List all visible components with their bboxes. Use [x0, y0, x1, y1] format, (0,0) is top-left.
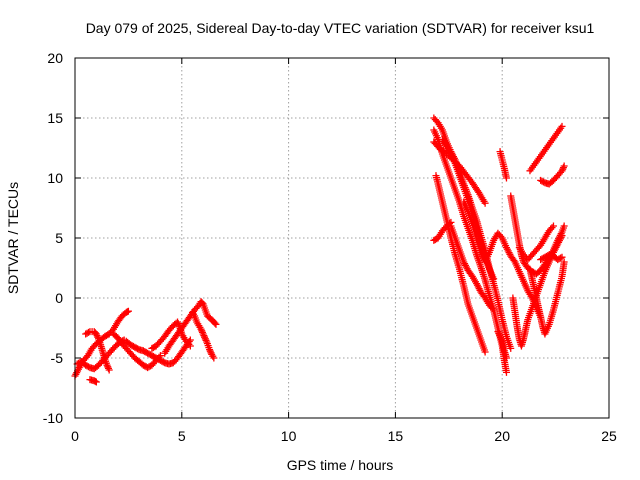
- data-point: [481, 348, 489, 356]
- x-axis-ticks: 0 5 10 15 20 25: [71, 58, 617, 444]
- data-point: [200, 332, 208, 340]
- data-point: [557, 254, 565, 262]
- series-late-13: [537, 162, 568, 188]
- data-point: [502, 174, 510, 182]
- data-point: [560, 162, 568, 170]
- data-point: [549, 222, 557, 230]
- y-tick-label: -10: [43, 410, 63, 426]
- series-late-14: [526, 122, 566, 175]
- data-point: [201, 333, 209, 341]
- data-point: [558, 232, 566, 240]
- y-tick-label: -5: [51, 350, 64, 366]
- series-late-12: [537, 251, 566, 264]
- x-tick-label: 15: [388, 428, 404, 444]
- series-early-3: [82, 328, 113, 374]
- y-axis-label: SDTVAR / TECUs: [5, 182, 21, 294]
- series-early-4: [86, 376, 100, 386]
- data-point: [559, 165, 567, 173]
- chart-title: Day 079 of 2025, Sidereal Day-to-day VTE…: [86, 20, 595, 36]
- grid-lines: [75, 58, 609, 418]
- data-point: [210, 354, 218, 362]
- data-point: [174, 320, 182, 328]
- y-axis-ticks: -10 -5 0 5 10 15 20: [43, 50, 609, 426]
- data-point: [186, 342, 194, 350]
- series-late-11: [526, 258, 568, 338]
- data-point: [206, 347, 214, 355]
- x-tick-label: 20: [494, 428, 510, 444]
- data-point: [481, 199, 489, 207]
- data-point: [174, 318, 182, 326]
- data-point: [198, 328, 206, 336]
- data-point: [558, 122, 566, 130]
- data-point: [557, 233, 565, 241]
- data-point: [211, 319, 219, 327]
- data-point: [558, 253, 566, 261]
- x-tick-label: 10: [281, 428, 297, 444]
- data-point: [201, 335, 209, 343]
- data-point: [560, 222, 568, 230]
- series-early-7: [148, 318, 194, 352]
- data-point: [212, 320, 220, 328]
- data-point: [548, 224, 556, 232]
- series-late-15: [494, 328, 510, 362]
- series-early-9: [188, 308, 218, 362]
- y-tick-label: 10: [47, 170, 63, 186]
- y-tick-label: 20: [47, 50, 63, 66]
- data-point: [202, 336, 210, 344]
- data-points: [71, 114, 568, 386]
- data-point: [199, 330, 207, 338]
- series-late-6: [447, 222, 498, 314]
- x-axis-label: GPS time / hours: [287, 457, 394, 473]
- data-point: [559, 164, 567, 172]
- series-late-16: [438, 136, 498, 283]
- series-late-8: [496, 148, 510, 182]
- data-point: [197, 325, 205, 333]
- x-tick-label: 5: [178, 428, 186, 444]
- data-point: [104, 364, 112, 372]
- series-late-17: [515, 222, 557, 264]
- data-point: [502, 368, 510, 376]
- series-early-6: [122, 336, 194, 368]
- data-point: [103, 361, 111, 369]
- series-late-2: [430, 126, 510, 376]
- data-point: [104, 363, 112, 371]
- data-point: [93, 332, 101, 340]
- data-point: [507, 344, 515, 352]
- data-point: [124, 307, 132, 315]
- data-point: [488, 304, 496, 312]
- data-point: [92, 378, 100, 386]
- data-point: [497, 232, 505, 240]
- data-point: [560, 258, 568, 266]
- data-point: [85, 328, 93, 336]
- data-point: [490, 306, 498, 314]
- data-point: [185, 340, 193, 348]
- data-point: [558, 167, 566, 175]
- y-tick-label: 0: [55, 290, 63, 306]
- data-point: [490, 275, 498, 283]
- data-point: [203, 338, 211, 346]
- data-point: [198, 327, 206, 335]
- data-point: [105, 366, 113, 374]
- y-tick-label: 15: [47, 110, 63, 126]
- data-point: [94, 333, 102, 341]
- x-tick-label: 0: [71, 428, 79, 444]
- data-point: [206, 346, 214, 354]
- y-tick-label: 5: [55, 230, 63, 246]
- x-tick-label: 25: [601, 428, 617, 444]
- data-point: [92, 330, 100, 338]
- data-point: [502, 354, 510, 362]
- series-early-5: [109, 330, 164, 372]
